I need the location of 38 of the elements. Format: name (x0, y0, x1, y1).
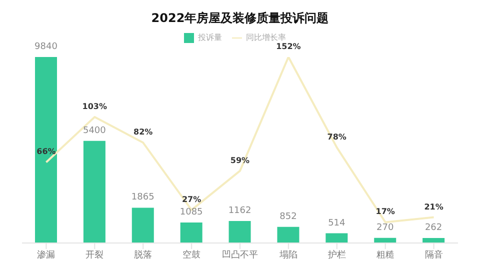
x-tick-label: 空鼓 (182, 249, 201, 260)
data-label: 59% (230, 156, 250, 165)
data-label: 1162 (228, 206, 252, 216)
data-label: 17% (376, 207, 395, 216)
chart-title: 2022年房屋及装修质量投诉问题 (150, 10, 330, 27)
legend-label: 投诉量 (198, 33, 222, 42)
data-label: 66% (36, 147, 56, 156)
bar (35, 57, 57, 243)
data-label: 21% (424, 202, 444, 212)
data-label: 1085 (180, 207, 203, 218)
x-tick-label: 隔音 (424, 249, 443, 260)
data-label: 5400 (82, 126, 106, 136)
bar (228, 221, 251, 243)
legend-label: 同比增长率 (246, 33, 286, 42)
x-tick-label: 渗漏 (37, 249, 56, 260)
x-tick-label: 凹凸不平 (222, 249, 258, 260)
x-tick-label: 开裂 (86, 249, 104, 260)
bar (132, 208, 154, 243)
bar (180, 222, 202, 243)
data-label: 514 (328, 218, 346, 228)
bar (83, 140, 106, 243)
data-label: 82% (134, 128, 153, 137)
bar (277, 226, 300, 243)
data-label: 1865 (131, 192, 154, 203)
data-label: 9840 (34, 42, 58, 52)
x-tick-label: 脱落 (134, 249, 152, 260)
data-label: 78% (327, 132, 346, 142)
x-tick-label: 塌陷 (278, 249, 298, 260)
data-label: 262 (424, 223, 442, 234)
data-label: 270 (376, 222, 394, 233)
bar (422, 238, 445, 243)
data-label: 152% (276, 42, 301, 51)
data-label: 103% (82, 102, 108, 111)
data-label: 27% (182, 194, 202, 204)
bar (326, 233, 348, 243)
data-label: 852 (280, 212, 297, 222)
x-tick-label: 护栏 (326, 249, 346, 260)
x-tick-label: 粗糙 (376, 249, 394, 260)
